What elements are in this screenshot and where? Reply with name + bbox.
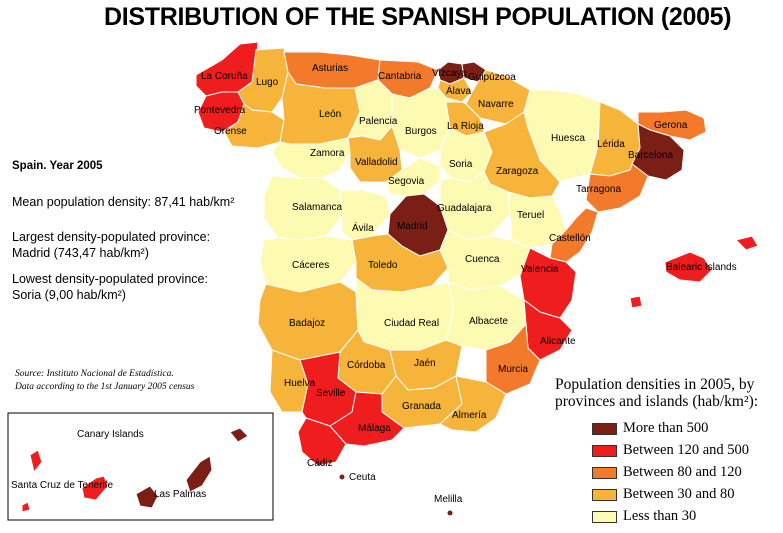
label-madrid: Madrid bbox=[397, 221, 428, 232]
label-murcia: Murcia bbox=[498, 364, 528, 375]
label-segovia: Segovia bbox=[388, 176, 425, 187]
label-lugo: Lugo bbox=[256, 77, 279, 88]
label-vizcaya: Vizcaya bbox=[432, 68, 467, 79]
legend-swatch bbox=[592, 489, 617, 501]
label-valladolid: Valladolid bbox=[355, 157, 398, 168]
label-tarragona: Tarragona bbox=[576, 184, 621, 195]
label-cantabria: Cantabria bbox=[378, 71, 422, 82]
legend-label: Less than 30 bbox=[623, 508, 696, 525]
label-alicante: Alicante bbox=[540, 336, 576, 347]
label-avila: Ávila bbox=[352, 221, 374, 234]
label-toledo: Toledo bbox=[368, 260, 398, 271]
label-cordoba: Córdoba bbox=[347, 360, 386, 371]
legend-swatch bbox=[592, 467, 617, 479]
label-lerida: Lérida bbox=[597, 139, 625, 150]
label-las-palmas: Las Palmas bbox=[154, 489, 206, 500]
canary-islands-label: Canary Islands bbox=[77, 429, 144, 440]
legend-label: More than 500 bbox=[623, 420, 708, 437]
label-huesca: Huesca bbox=[551, 133, 585, 144]
legend-label: Between 30 and 80 bbox=[623, 486, 735, 503]
legend-label: Between 120 and 500 bbox=[623, 442, 749, 459]
label-cadiz: Cádiz bbox=[307, 458, 333, 469]
label-badajoz: Badajoz bbox=[289, 318, 325, 329]
legend-title-line-2: provinces and islands (hab/km²): bbox=[555, 393, 780, 410]
label-salamanca: Salamanca bbox=[292, 202, 342, 213]
label-huelva: Huelva bbox=[284, 378, 316, 389]
label-soria: Soria bbox=[449, 159, 473, 170]
label-alava: Álava bbox=[446, 84, 471, 97]
label-malaga: Málaga bbox=[358, 423, 391, 434]
label-navarre: Navarre bbox=[478, 99, 514, 110]
label-palencia: Palencia bbox=[359, 116, 398, 127]
label-barcelona: Barcelona bbox=[628, 150, 673, 161]
legend-swatch bbox=[592, 511, 617, 523]
label-melilla: Melilla bbox=[434, 494, 463, 505]
label-santa-cruz-de-tenerife: Santa Cruz de Tenerife bbox=[11, 480, 114, 491]
label-granada: Granada bbox=[402, 401, 441, 412]
label-ceuta: Ceuta bbox=[349, 472, 376, 483]
label-zaragoza: Zaragoza bbox=[496, 166, 539, 177]
legend-swatch bbox=[592, 445, 617, 457]
label-orense: Orense bbox=[214, 126, 247, 137]
label-pontevedra: Pontevedra bbox=[194, 105, 246, 116]
legend-title-line-1: Population densities in 2005, by bbox=[555, 376, 780, 393]
label-gerona: Gerona bbox=[654, 120, 688, 131]
label-la-coruna: La Coruña bbox=[201, 71, 248, 82]
legend-title: Population densities in 2005, by provinc… bbox=[555, 376, 780, 410]
label-leon: León bbox=[319, 109, 341, 120]
label-jaen: Jaén bbox=[414, 358, 436, 369]
label-caceres: Cáceres bbox=[292, 260, 329, 271]
label-guipuzcoa: Guipúzcoa bbox=[468, 72, 516, 83]
label-seville: Seville bbox=[316, 388, 346, 399]
label-valencia: Valencia bbox=[521, 264, 559, 275]
label-balearic-islands: Balearic Islands bbox=[666, 262, 737, 273]
label-burgos: Burgos bbox=[405, 126, 437, 137]
label-castellon: Castellón bbox=[549, 233, 591, 244]
legend-swatch bbox=[592, 423, 617, 435]
province-ceuta bbox=[339, 474, 345, 480]
label-asturias: Asturias bbox=[312, 63, 348, 74]
label-almeria: Almería bbox=[452, 410, 487, 421]
label-albacete: Albacete bbox=[469, 316, 508, 327]
label-ciudad-real: Ciudad Real bbox=[384, 318, 439, 329]
province-melilla bbox=[447, 510, 453, 516]
label-zamora: Zamora bbox=[310, 148, 345, 159]
label-la-rioja: La Rioja bbox=[447, 121, 484, 132]
legend-label: Between 80 and 120 bbox=[623, 464, 742, 481]
label-teruel: Teruel bbox=[517, 210, 544, 221]
label-cuenca: Cuenca bbox=[465, 254, 500, 265]
label-guadalajara: Guadalajara bbox=[437, 203, 492, 214]
